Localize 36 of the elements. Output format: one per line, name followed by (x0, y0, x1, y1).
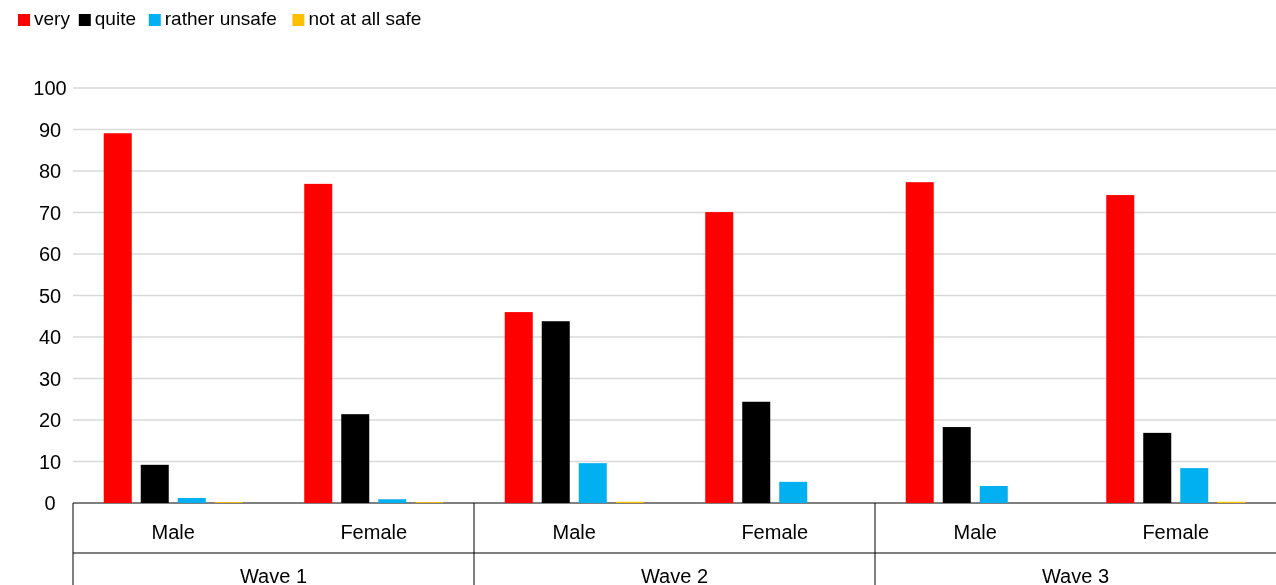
y-tick-label: 60 (38, 243, 62, 265)
bar (578, 463, 607, 503)
bar (779, 481, 808, 503)
text: Wave 2 (640, 565, 709, 585)
bar (1106, 195, 1135, 503)
text: Wave 3 (1041, 565, 1110, 585)
legend-label: quite (94, 8, 136, 29)
legend-label: very (34, 8, 71, 29)
y-tick-label: 20 (38, 409, 62, 431)
x-tick-label: Male (552, 521, 596, 543)
x-tick-label: Female (741, 521, 809, 543)
bar (979, 485, 1008, 503)
bar (1180, 468, 1209, 503)
bar (177, 498, 206, 503)
text: Wave 1 (239, 565, 308, 585)
x-tick-label: Male (151, 521, 195, 543)
y-tick-label: 50 (38, 284, 62, 307)
bar (705, 212, 734, 503)
x-tick-label: Male (953, 521, 997, 543)
y-tick-label: 10 (38, 450, 62, 473)
bar (905, 182, 934, 503)
y-tick-label: 30 (38, 367, 62, 390)
legend-label: rather unsafe (164, 8, 277, 29)
y-tick-label: 80 (38, 160, 62, 182)
bar (304, 183, 333, 503)
legend-label: not at all safe (308, 8, 422, 29)
bar (504, 312, 533, 503)
x-tick-label: Female (340, 521, 408, 543)
x-tick-label: Female (1142, 521, 1210, 543)
y-tick-label: 90 (38, 118, 62, 141)
bar (103, 133, 132, 503)
bar (378, 499, 407, 503)
y-tick-label: 70 (38, 201, 62, 224)
y-tick-label: 0 (44, 492, 56, 514)
y-tick-label: 40 (38, 326, 62, 348)
y-tick-label: 100 (33, 77, 67, 99)
